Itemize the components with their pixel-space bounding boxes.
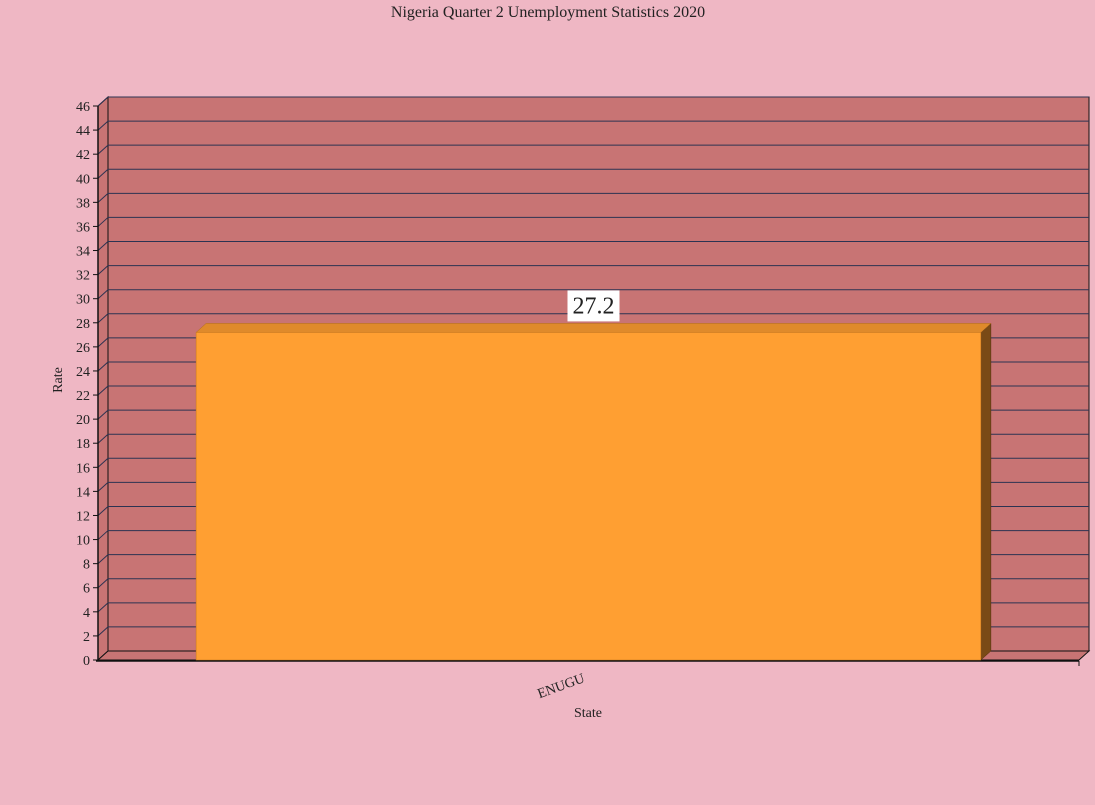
- y-axis: 0246810121416182022242628303234363840424…: [76, 100, 99, 669]
- gridline-side: [97, 120, 109, 131]
- y-axis-label: Rate: [51, 367, 66, 393]
- gridline-side: [97, 409, 109, 420]
- gridline-side: [97, 289, 109, 300]
- chart-title: Nigeria Quarter 2 Unemployment Statistic…: [391, 4, 705, 21]
- gridline-side: [97, 265, 109, 275]
- gridline-side: [97, 482, 109, 492]
- y-tick-label: 32: [76, 269, 90, 284]
- y-tick-label: 44: [76, 124, 90, 139]
- y-tick-label: 0: [83, 654, 90, 669]
- data-label-box: [567, 290, 620, 322]
- y-tick-label: 22: [76, 389, 90, 404]
- y-tick-label: 24: [76, 365, 90, 380]
- y-tick-label: 12: [76, 509, 90, 524]
- gridline-side: [97, 217, 109, 227]
- bar-top: [195, 323, 992, 333]
- bar-series: 27.2: [195, 290, 992, 661]
- y-tick-label: 10: [76, 534, 90, 549]
- x-axis: ENUGU: [96, 660, 1080, 702]
- gridline-side: [97, 554, 109, 565]
- y-tick-label: 38: [76, 196, 90, 211]
- y-tick-label: 30: [76, 293, 90, 308]
- gridline-side: [97, 506, 109, 516]
- gridline-side: [97, 144, 109, 155]
- gridline-side: [97, 192, 109, 203]
- y-tick-label: 28: [76, 317, 90, 332]
- y-tick-label: 34: [76, 245, 90, 260]
- y-tick-label: 16: [76, 461, 90, 476]
- plot-left-wall: [97, 95, 109, 662]
- y-tick-label: 36: [76, 220, 90, 235]
- x-tick-label: ENUGU: [536, 671, 587, 702]
- y-tick-label: 6: [83, 582, 90, 597]
- gridline-side: [97, 385, 109, 396]
- bar-side: [980, 322, 992, 661]
- gridline-side: [97, 578, 109, 589]
- y-tick-label: 26: [76, 341, 90, 356]
- gridline-side: [97, 530, 109, 540]
- y-tick-label: 20: [76, 413, 90, 428]
- y-tick-label: 14: [76, 485, 90, 500]
- y-tick-label: 42: [76, 148, 90, 163]
- gridline-side: [97, 313, 109, 324]
- y-tick-label: 40: [76, 172, 90, 187]
- y-tick-label: 2: [83, 630, 90, 645]
- y-tick-label: 18: [76, 437, 90, 452]
- gridline-side: [97, 433, 109, 444]
- bar: [195, 332, 982, 661]
- gridline-side: [97, 626, 109, 637]
- gridline-side: [97, 457, 109, 468]
- gridline-side: [97, 168, 109, 179]
- gridline-side: [97, 361, 109, 372]
- gridline-side: [97, 337, 109, 348]
- gridline-side: [97, 241, 109, 251]
- y-tick-label: 8: [83, 558, 90, 573]
- y-tick-label: 4: [83, 606, 90, 621]
- x-axis-label: State: [574, 706, 602, 721]
- gridline-side: [97, 96, 109, 107]
- gridline-side: [97, 602, 109, 613]
- y-tick-label: 46: [76, 100, 90, 115]
- data-label: 27.2: [573, 293, 615, 319]
